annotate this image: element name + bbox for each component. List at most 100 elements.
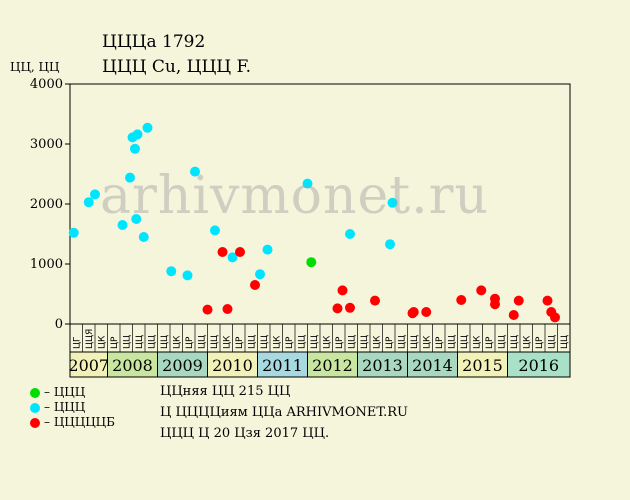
y-tick-label: 1000 [30, 257, 63, 272]
month-tick-label: ЦЦ [310, 335, 320, 349]
month-tick-label: ЦР [335, 336, 345, 349]
year-label: 2007 [68, 356, 109, 375]
legend-cyan-dot-icon [30, 402, 40, 413]
year-label: 2015 [462, 356, 503, 375]
legend-label: – ЦЦЦ [44, 400, 86, 414]
year-cell [69, 351, 108, 378]
data-point-cyan [68, 227, 79, 238]
watermark: arhivmonet.ru [100, 166, 490, 226]
month-tick-label: ЦР [285, 336, 295, 349]
data-point-cyan [117, 220, 128, 230]
month-tick-label: ЦЦ [547, 335, 557, 349]
month-tick-label: ЦР [485, 336, 495, 349]
month-tick-label: ЦЦ [160, 335, 170, 349]
month-tick-label: ЦЦ [397, 335, 407, 349]
data-point-red [456, 295, 467, 305]
note-price: ЦЦняя ЦЦ 215 ЦЦ [160, 384, 291, 399]
data-point-red [332, 303, 343, 314]
data-point-cyan [227, 252, 238, 263]
data-point-cyan [83, 197, 94, 208]
month-tick-label: ЦР [435, 336, 445, 349]
month-tick-label: ЦР [185, 336, 195, 349]
month-tick-label: ЦЦ [247, 335, 257, 349]
data-point-red [550, 312, 560, 323]
month-tick-label: ЦЦ [347, 335, 357, 349]
legend-green-dot-icon [30, 387, 40, 398]
legend-item-green: – ЦЦЦ [30, 385, 85, 399]
data-point-cyan [166, 266, 177, 277]
month-tick-label: ЦЦ [360, 335, 370, 349]
month-tick-label: ЦР [110, 336, 120, 349]
y-tick-label: 0 [55, 317, 63, 332]
data-point-red [202, 304, 213, 315]
data-point-red [508, 310, 519, 320]
month-tick-label: ЦК [222, 335, 232, 349]
year-cell [157, 351, 208, 378]
month-tick-label: ЦЦ [560, 335, 570, 349]
data-point-cyan [182, 270, 193, 281]
data-point-cyan [302, 178, 313, 189]
month-tick-label: ЦЦ [410, 335, 420, 349]
month-tick-label: ЦЦ [135, 335, 145, 349]
data-point-red [222, 304, 233, 314]
year-label: 2016 [518, 356, 559, 375]
data-point-red [476, 285, 487, 296]
year-cell [107, 351, 158, 378]
data-point-red [337, 285, 348, 296]
data-point-cyan [387, 197, 398, 208]
legend-item-cyan: – ЦЦЦ [30, 400, 85, 414]
data-point-red [408, 307, 419, 317]
legend-label: – ЦЦЦ [44, 385, 86, 399]
data-point-red [345, 302, 355, 313]
month-tick-label: ЦК [372, 335, 382, 349]
data-point-red [250, 280, 260, 290]
month-tick-label: ЦЦ [260, 335, 270, 349]
month-tick-label: ЦЦ [510, 335, 520, 349]
month-tick-label: ЦГ [72, 337, 82, 349]
year-cell [207, 351, 258, 378]
year-label: 2011 [262, 356, 303, 375]
legend-label: – ЦЦЦЦЦБ [44, 415, 115, 429]
month-tick-label: ЦК [97, 335, 107, 349]
chart-title: ЦЦЦа 1792 [102, 32, 206, 52]
data-point-red [235, 247, 245, 257]
month-tick-label: ЦР [235, 336, 245, 349]
year-label: 2008 [112, 356, 153, 375]
data-point-red [513, 295, 524, 306]
month-tick-label: ЦК [472, 335, 482, 349]
month-tick-label: ЦЦ [122, 335, 132, 349]
chart-subtitle: ЦЦЦ Cu, ЦЦЦ F. [102, 57, 252, 77]
year-cell [257, 351, 308, 378]
data-point-cyan [132, 129, 143, 140]
year-label: 2010 [212, 356, 253, 375]
data-point-cyan [125, 172, 135, 183]
month-tick-label: ЦЦЯ [85, 329, 95, 349]
year-label: 2009 [162, 356, 203, 375]
data-point-red [421, 307, 432, 317]
legend-item-red: – ЦЦЦЦЦБ [30, 415, 115, 429]
data-point-cyan [385, 239, 395, 250]
month-tick-label: ЦЦ [197, 335, 207, 349]
data-point-cyan [262, 244, 273, 255]
month-tick-label: ЦК [522, 335, 532, 349]
data-point-cyan [90, 189, 100, 200]
data-point-red [217, 247, 228, 257]
year-label: 2014 [412, 356, 453, 375]
month-tick-label: ЦР [385, 336, 395, 349]
data-point-cyan [255, 269, 265, 280]
month-tick-label: ЦЦ [497, 335, 507, 349]
year-cell [457, 351, 508, 378]
month-tick-label: ЦЦ [147, 335, 157, 349]
year-label: 2013 [362, 356, 403, 375]
month-tick-label: ЦЦ [297, 335, 307, 349]
month-tick-label: ЦК [272, 335, 282, 349]
note-source: Ц ЦЦЦЦиям ЦЦа ARHIVMONET.RU [160, 405, 408, 420]
year-cell [407, 351, 458, 378]
data-point-cyan [345, 229, 355, 239]
month-tick-label: ЦЦ [210, 335, 220, 349]
year-label: 2012 [312, 356, 353, 375]
data-point-cyan [131, 214, 142, 224]
month-tick-label: ЦК [322, 335, 332, 349]
data-point-cyan [210, 225, 220, 236]
